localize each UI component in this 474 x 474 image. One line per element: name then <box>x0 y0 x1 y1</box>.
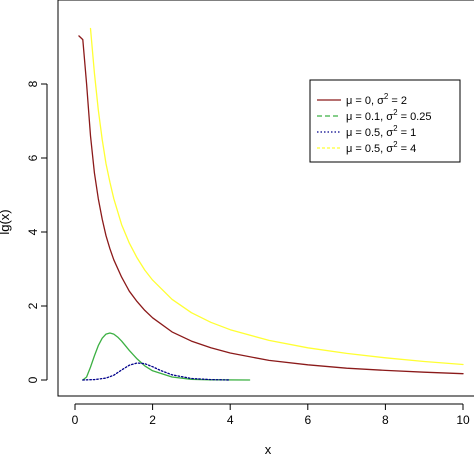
series-line-4 <box>89 27 464 366</box>
plot-frame <box>57 0 474 397</box>
x-tick-label: 2 <box>149 413 156 427</box>
legend-label-2: μ = 0.1, σ2 = 0.25 <box>346 108 431 123</box>
y-tick-label: 0 <box>26 376 40 383</box>
x-tick-label: 4 <box>227 413 234 427</box>
legend: μ = 0, σ2 = 2μ = 0.1, σ2 = 0.25μ = 0.5, … <box>309 79 461 163</box>
series-line-2 <box>82 332 251 381</box>
x-tick-label: 10 <box>456 413 470 427</box>
y-tick-label: 4 <box>26 228 40 235</box>
series-layer <box>78 27 464 381</box>
y-tick-label: 8 <box>26 80 40 87</box>
y-axis-label: lg(x) <box>0 209 12 234</box>
x-tick-label: 0 <box>72 413 79 427</box>
x-axis: 0 2 4 6 8 10 <box>72 403 470 427</box>
legend-label-3: μ = 0.5, σ2 = 1 <box>346 124 416 139</box>
x-tick-label: 8 <box>382 413 389 427</box>
series-line-3 <box>82 362 231 381</box>
y-tick-label: 2 <box>26 302 40 309</box>
x-tick-label: 6 <box>304 413 311 427</box>
x-axis-label: x <box>265 442 272 457</box>
y-tick-label: 6 <box>26 154 40 161</box>
legend-label-4: μ = 0.5, σ2 = 4 <box>346 140 416 155</box>
y-axis: 0 2 4 6 8 <box>26 80 48 383</box>
series-line-1 <box>78 35 464 375</box>
legend-label-1: μ = 0, σ2 = 2 <box>346 92 407 107</box>
